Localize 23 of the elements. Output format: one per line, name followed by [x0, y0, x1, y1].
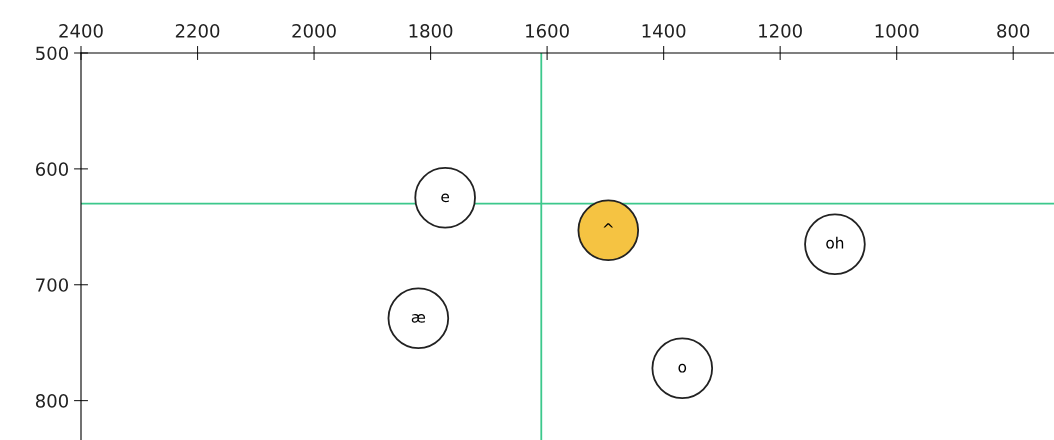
x-tick-label: 1800	[409, 24, 453, 38]
point	[651, 337, 714, 399]
y-tick-label: 600	[35, 162, 68, 176]
x-tick-label: 2000	[292, 24, 336, 38]
x-tick-label: 1000	[875, 24, 919, 38]
point	[577, 199, 640, 262]
x-tick-label: 800	[997, 24, 1030, 38]
point	[804, 213, 866, 275]
x-tick-label: 1200	[759, 24, 802, 38]
data-label: ^	[603, 223, 614, 228]
x-tick-label: 2400	[59, 24, 103, 38]
point	[387, 287, 450, 350]
x-tick-label: 1400	[642, 24, 686, 38]
data-label: e	[441, 193, 450, 203]
data-label: oh	[826, 236, 844, 249]
y-tick-label: 500	[36, 46, 68, 61]
data-label: o	[678, 363, 687, 373]
y-tick-label: 700	[36, 278, 68, 292]
data-label: æ	[411, 314, 426, 323]
point	[414, 167, 476, 229]
y-tick-label: 800	[35, 394, 68, 408]
x-tick-label: 2200	[175, 24, 220, 38]
x-tick-label: 1600	[526, 24, 569, 38]
